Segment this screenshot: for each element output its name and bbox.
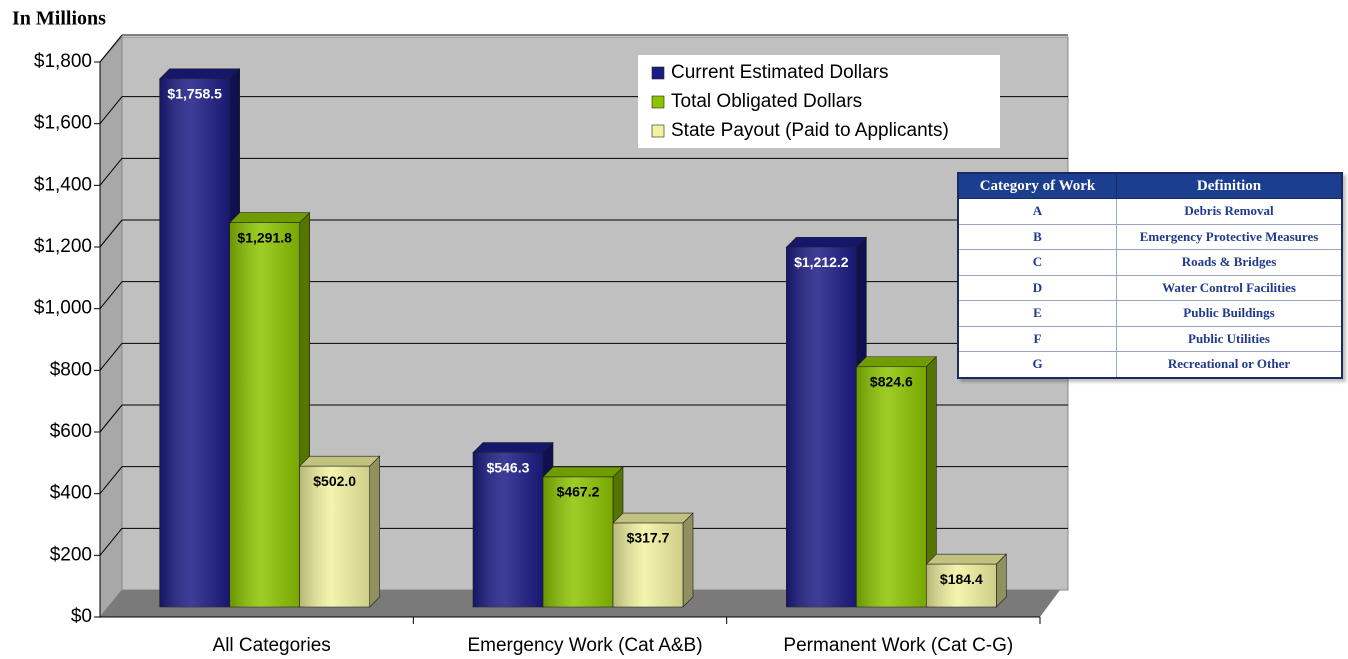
bar-shade (543, 476, 613, 607)
y-tick-label: $600 (50, 421, 92, 442)
y-tick-label: $200 (50, 544, 92, 565)
legend-label: Current Estimated Dollars (671, 62, 889, 83)
table-cell: D (957, 274, 1117, 301)
bar-top-shade (159, 68, 240, 79)
grid-line (99, 158, 123, 186)
table-cell: F (957, 325, 1117, 352)
bar-shade (926, 564, 997, 607)
legend-swatch (651, 124, 665, 138)
table-row: E Public Buildings (957, 300, 1343, 327)
legend-swatch (651, 66, 665, 80)
value-label: $1,291.8 (237, 229, 292, 245)
table-cell: E (957, 300, 1117, 327)
table-cell: Recreational or Other (1116, 351, 1343, 378)
table-cell: Public Utilities (1116, 325, 1343, 352)
grid-line (99, 528, 123, 556)
bar-top-shade (786, 237, 867, 248)
bar-top-shade (229, 212, 310, 223)
bar-shade (473, 452, 543, 607)
x-tick-label: All Categories (213, 635, 331, 656)
bar-side-shade (996, 554, 1007, 607)
table-row: C Roads & Bridges (957, 249, 1343, 276)
table-row: F Public Utilities (957, 325, 1343, 352)
table-cell: Debris Removal (1116, 198, 1343, 225)
bar-top-shade (613, 513, 693, 524)
y-tick-label: $1,000 (34, 298, 92, 319)
table-cell: B (957, 223, 1117, 250)
grid-line (99, 281, 123, 309)
legend-swatch (651, 95, 665, 109)
value-label: $317.7 (627, 530, 670, 546)
bar-side-shade (683, 513, 693, 607)
table-cell: Roads & Bridges (1116, 249, 1343, 276)
y-axis-label: In Millions (12, 8, 106, 30)
grid-line (99, 466, 123, 494)
table-cell: Emergency Protective Measures (1116, 223, 1343, 250)
value-label: $1,212.2 (794, 254, 849, 270)
bar-top-shade (543, 466, 623, 477)
table-cell: C (957, 249, 1117, 276)
table-header-row: Category of Work Definition (957, 172, 1343, 199)
value-label: $184.4 (940, 571, 983, 587)
table-cell: A (957, 198, 1117, 225)
bar-shade (159, 78, 230, 607)
x-tick-label: Permanent Work (Cat C-G) (783, 635, 1013, 656)
category-table: Category of Work Definition A Debris Remova… (957, 172, 1343, 379)
bar-shade (299, 466, 370, 607)
value-label: $824.6 (870, 373, 913, 389)
x-tick-label: Emergency Work (Cat A&B) (467, 635, 702, 656)
bar-top-shade (473, 442, 553, 453)
table-cell: Water Control Facilities (1116, 274, 1343, 301)
legend-box (638, 55, 1000, 148)
table-header: Definition (1116, 172, 1343, 199)
grid-line (99, 219, 123, 248)
y-tick-label: $1,600 (34, 113, 92, 134)
table-cell: Public Buildings (1116, 300, 1343, 327)
y-tick-label: $800 (50, 359, 92, 380)
y-tick-label: $1,800 (34, 51, 92, 72)
value-label: $1,758.5 (167, 85, 222, 101)
bar-shade (613, 523, 683, 607)
bar-side-shade (926, 356, 937, 607)
table-row: D Water Control Facilities (957, 274, 1343, 301)
value-label: $546.3 (487, 459, 530, 475)
grid-line (99, 96, 123, 124)
bar-shade (229, 222, 300, 607)
y-tick-label: $1,400 (34, 174, 92, 195)
legend-label: Total Obligated Dollars (671, 91, 862, 112)
table-row: B Emergency Protective Measures (957, 223, 1343, 250)
y-tick-label: $1,200 (34, 236, 92, 257)
y-tick-label: $400 (50, 483, 92, 504)
table-header: Category of Work (957, 172, 1117, 199)
y-tick-label: $0 (71, 606, 92, 627)
grid-line (99, 404, 123, 433)
bar-top-shade (926, 554, 1007, 565)
bar-top-shade (856, 356, 937, 367)
grid-line (99, 34, 123, 63)
bar-top-shade (299, 456, 380, 467)
table-row: G Recreational or Other (957, 351, 1343, 378)
bar-shade (786, 247, 857, 607)
table-row: A Debris Removal (957, 198, 1343, 225)
legend-label: State Payout (Paid to Applicants) (671, 120, 949, 141)
table-cell: G (957, 351, 1117, 378)
bar-side-shade (369, 456, 380, 607)
grid-line (99, 343, 123, 371)
value-label: $467.2 (557, 484, 600, 500)
side-wall (99, 35, 123, 619)
bar-shade (856, 366, 927, 607)
value-label: $502.0 (313, 473, 356, 489)
